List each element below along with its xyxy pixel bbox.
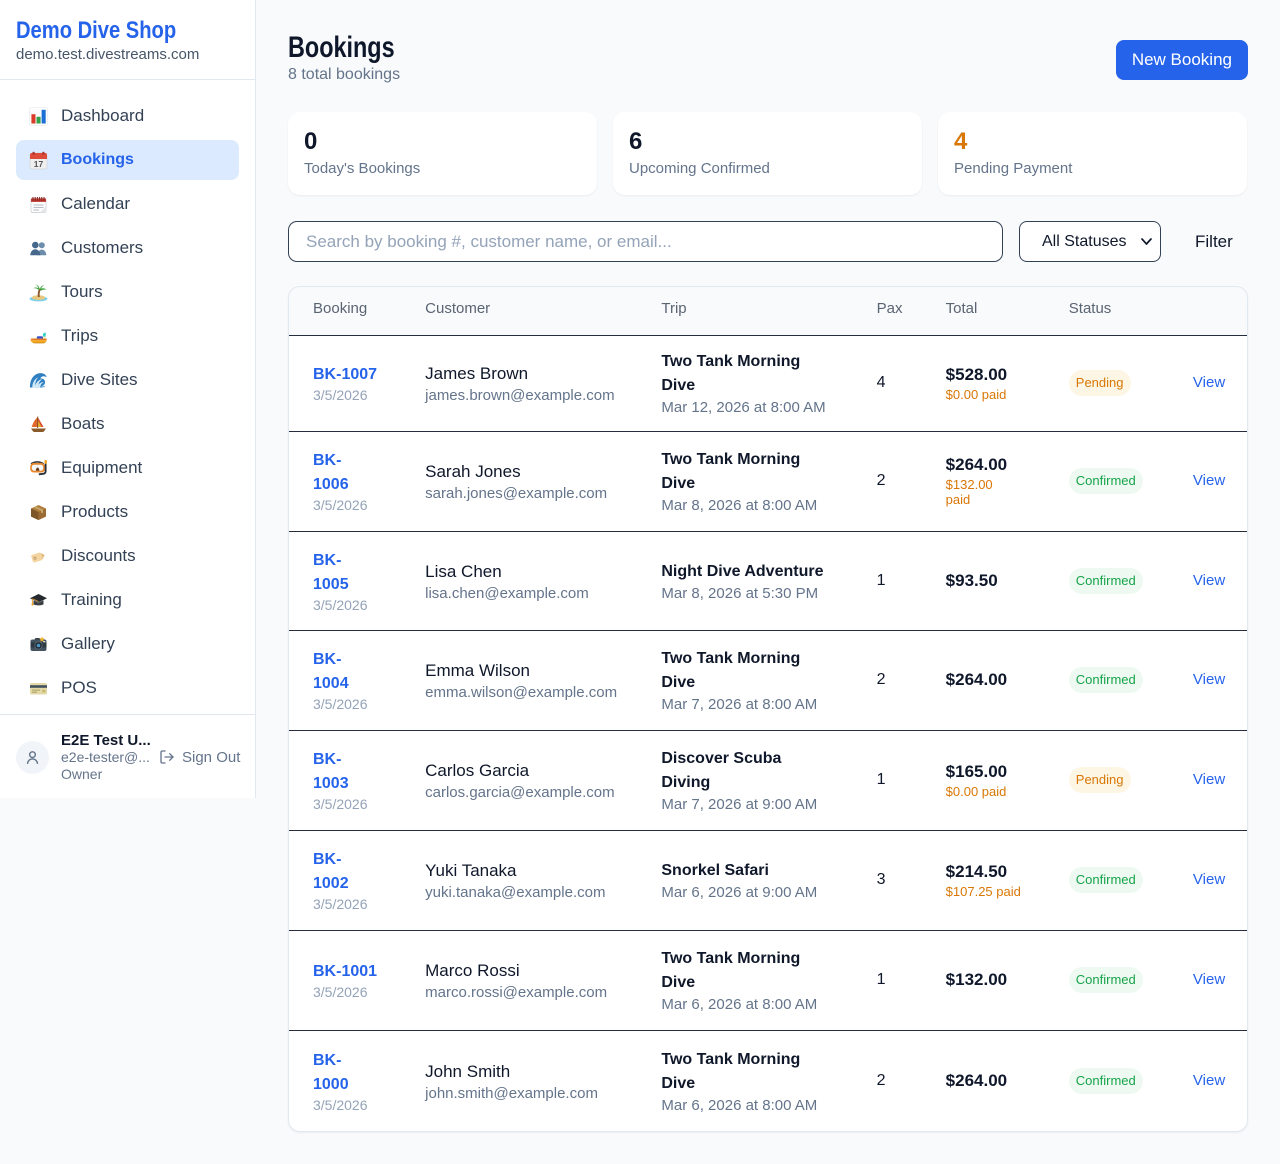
svg-text:17: 17 (34, 159, 44, 169)
